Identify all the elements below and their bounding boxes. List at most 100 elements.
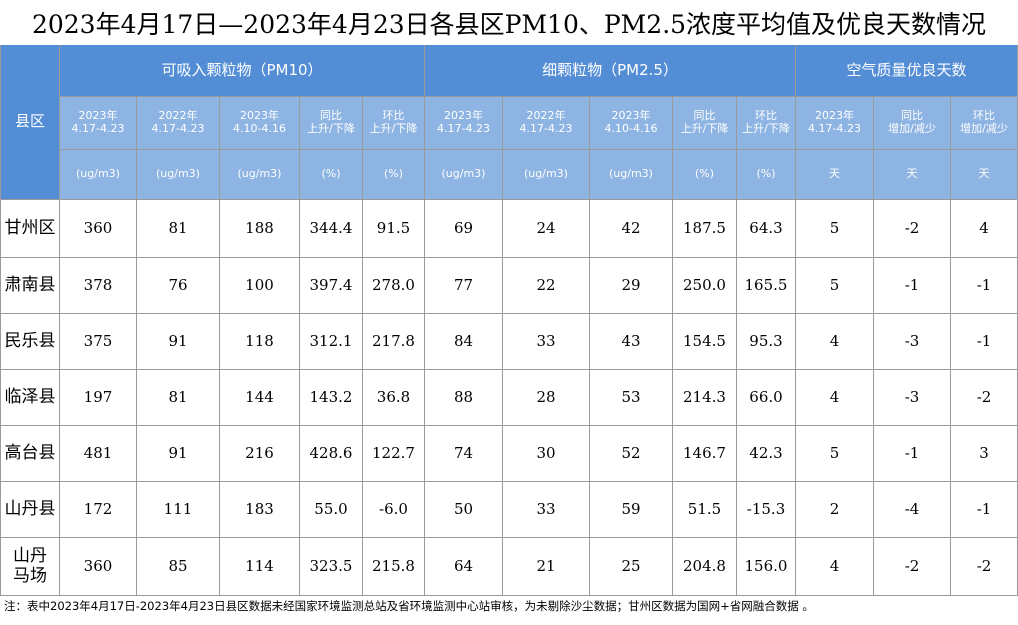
cell-value: 4 [979,218,989,237]
cell-value: 122.7 [372,443,415,462]
data-cell: 187.5 [673,200,737,258]
data-cell: 312.1 [300,314,363,370]
cell-value: -3 [904,331,920,350]
cell-value: 85 [168,556,188,575]
unit-text: (ug/m3) [524,167,568,181]
data-cell: 4 [796,538,874,596]
cell-value: 28 [536,387,556,406]
cell-value: 77 [453,275,474,294]
data-cell: 66.0 [737,370,796,426]
header-line: 4.10-4.16 [604,122,658,135]
data-cell: 59 [590,482,673,538]
data-cell: 2 [796,482,874,538]
cell-value: 25 [621,556,641,575]
cell-value: 36.8 [376,387,411,406]
data-cell: 214.3 [673,370,737,426]
unit-text: (%) [321,167,341,181]
header-line: 增加/减少 [960,122,1008,135]
cell-value: 216 [245,443,274,462]
cell-value: 5 [829,275,840,294]
cell-value: 215.8 [372,556,415,575]
cell-value: 156.0 [744,556,788,575]
data-cell: 397.4 [300,258,363,314]
county-name: 临泽县 [4,386,56,407]
data-cell: 156.0 [737,538,796,596]
data-cell: -2 [874,538,951,596]
cell-value: 81 [168,218,188,237]
header-text: 可吸入颗粒物（PM10） [161,60,323,79]
data-cell: 5 [796,258,874,314]
data-cell: -2 [874,200,951,258]
header-line: 4.17-4.23 [519,122,573,135]
cell-value: 323.5 [309,556,353,575]
unit-header: (%) [300,150,363,200]
unit-text: (ug/m3) [237,167,282,181]
data-cell: 21 [503,538,590,596]
cell-value: -1 [976,331,992,350]
data-cell: 25 [590,538,673,596]
header-line: 环比 [382,109,405,123]
unit-text: (ug/m3) [609,167,653,181]
cell-value: -2 [904,218,920,237]
unit-text: (ug/m3) [441,167,486,181]
data-cell: 33 [503,314,590,370]
data-cell: -6.0 [363,482,425,538]
data-cell: 64 [425,538,503,596]
cell-value: 84 [453,331,474,350]
data-cell: 188 [220,200,300,258]
header-line: 2023年 [240,109,279,123]
unit-text: (%) [694,167,715,181]
cell-value: 5 [829,218,840,237]
cell-value: 183 [245,499,274,518]
sub-header: 2023年 4.10-4.16 [220,97,300,150]
cell-value: 312.1 [309,331,353,350]
cell-value: 51.5 [687,499,722,518]
county-name: 山丹 [13,545,47,566]
cell-value: 114 [245,556,274,575]
cell-value: -2 [976,387,992,406]
data-cell: 24 [503,200,590,258]
header-line: 同比 [901,109,923,123]
data-cell: 55.0 [300,482,363,538]
county-cell: 民乐县 [0,314,60,370]
data-cell: 42.3 [737,426,796,482]
cell-value: 42.3 [749,443,783,462]
cell-value: -4 [904,499,920,518]
footnote: 注：表中2023年4月17日-2023年4月23日县区数据未经国家环境监测总站及… [4,599,814,613]
unit-header: (ug/m3) [60,150,137,200]
cell-value: 344.4 [309,218,353,237]
data-cell: -1 [951,258,1018,314]
cell-value: 111 [163,499,193,518]
unit-header: (ug/m3) [137,150,220,200]
cell-value: 91.5 [376,218,411,237]
data-cell: 428.6 [300,426,363,482]
cell-value: -6.0 [379,499,408,518]
header-line: 2022年 [158,109,198,123]
data-cell: 360 [60,538,137,596]
sub-header: 环比 增加/减少 [951,97,1018,150]
data-cell: 81 [137,200,220,258]
cell-value: 88 [453,387,474,406]
cell-value: 33 [536,331,556,350]
unit-header: (ug/m3) [425,150,503,200]
data-cell: 4 [796,314,874,370]
cell-value: 146.7 [683,443,726,462]
unit-text: (ug/m3) [156,167,200,181]
unit-text: 天 [978,167,990,181]
unit-text: (%) [756,167,776,181]
unit-text: 天 [829,167,840,181]
data-cell: 100 [220,258,300,314]
header-line: 环比 [973,109,995,123]
cell-value: 22 [536,275,556,294]
cell-value: 55.0 [314,499,348,518]
data-cell: 84 [425,314,503,370]
cell-value: -2 [976,556,992,575]
cell-value: -1 [904,275,920,294]
cell-value: 21 [536,556,556,575]
data-cell: 85 [137,538,220,596]
data-cell: -3 [874,370,951,426]
cell-value: 217.8 [372,331,415,350]
data-cell: 3 [951,426,1018,482]
header-line: 4.17-4.23 [151,122,205,135]
sub-header: 2022年 4.17-4.23 [503,97,590,150]
